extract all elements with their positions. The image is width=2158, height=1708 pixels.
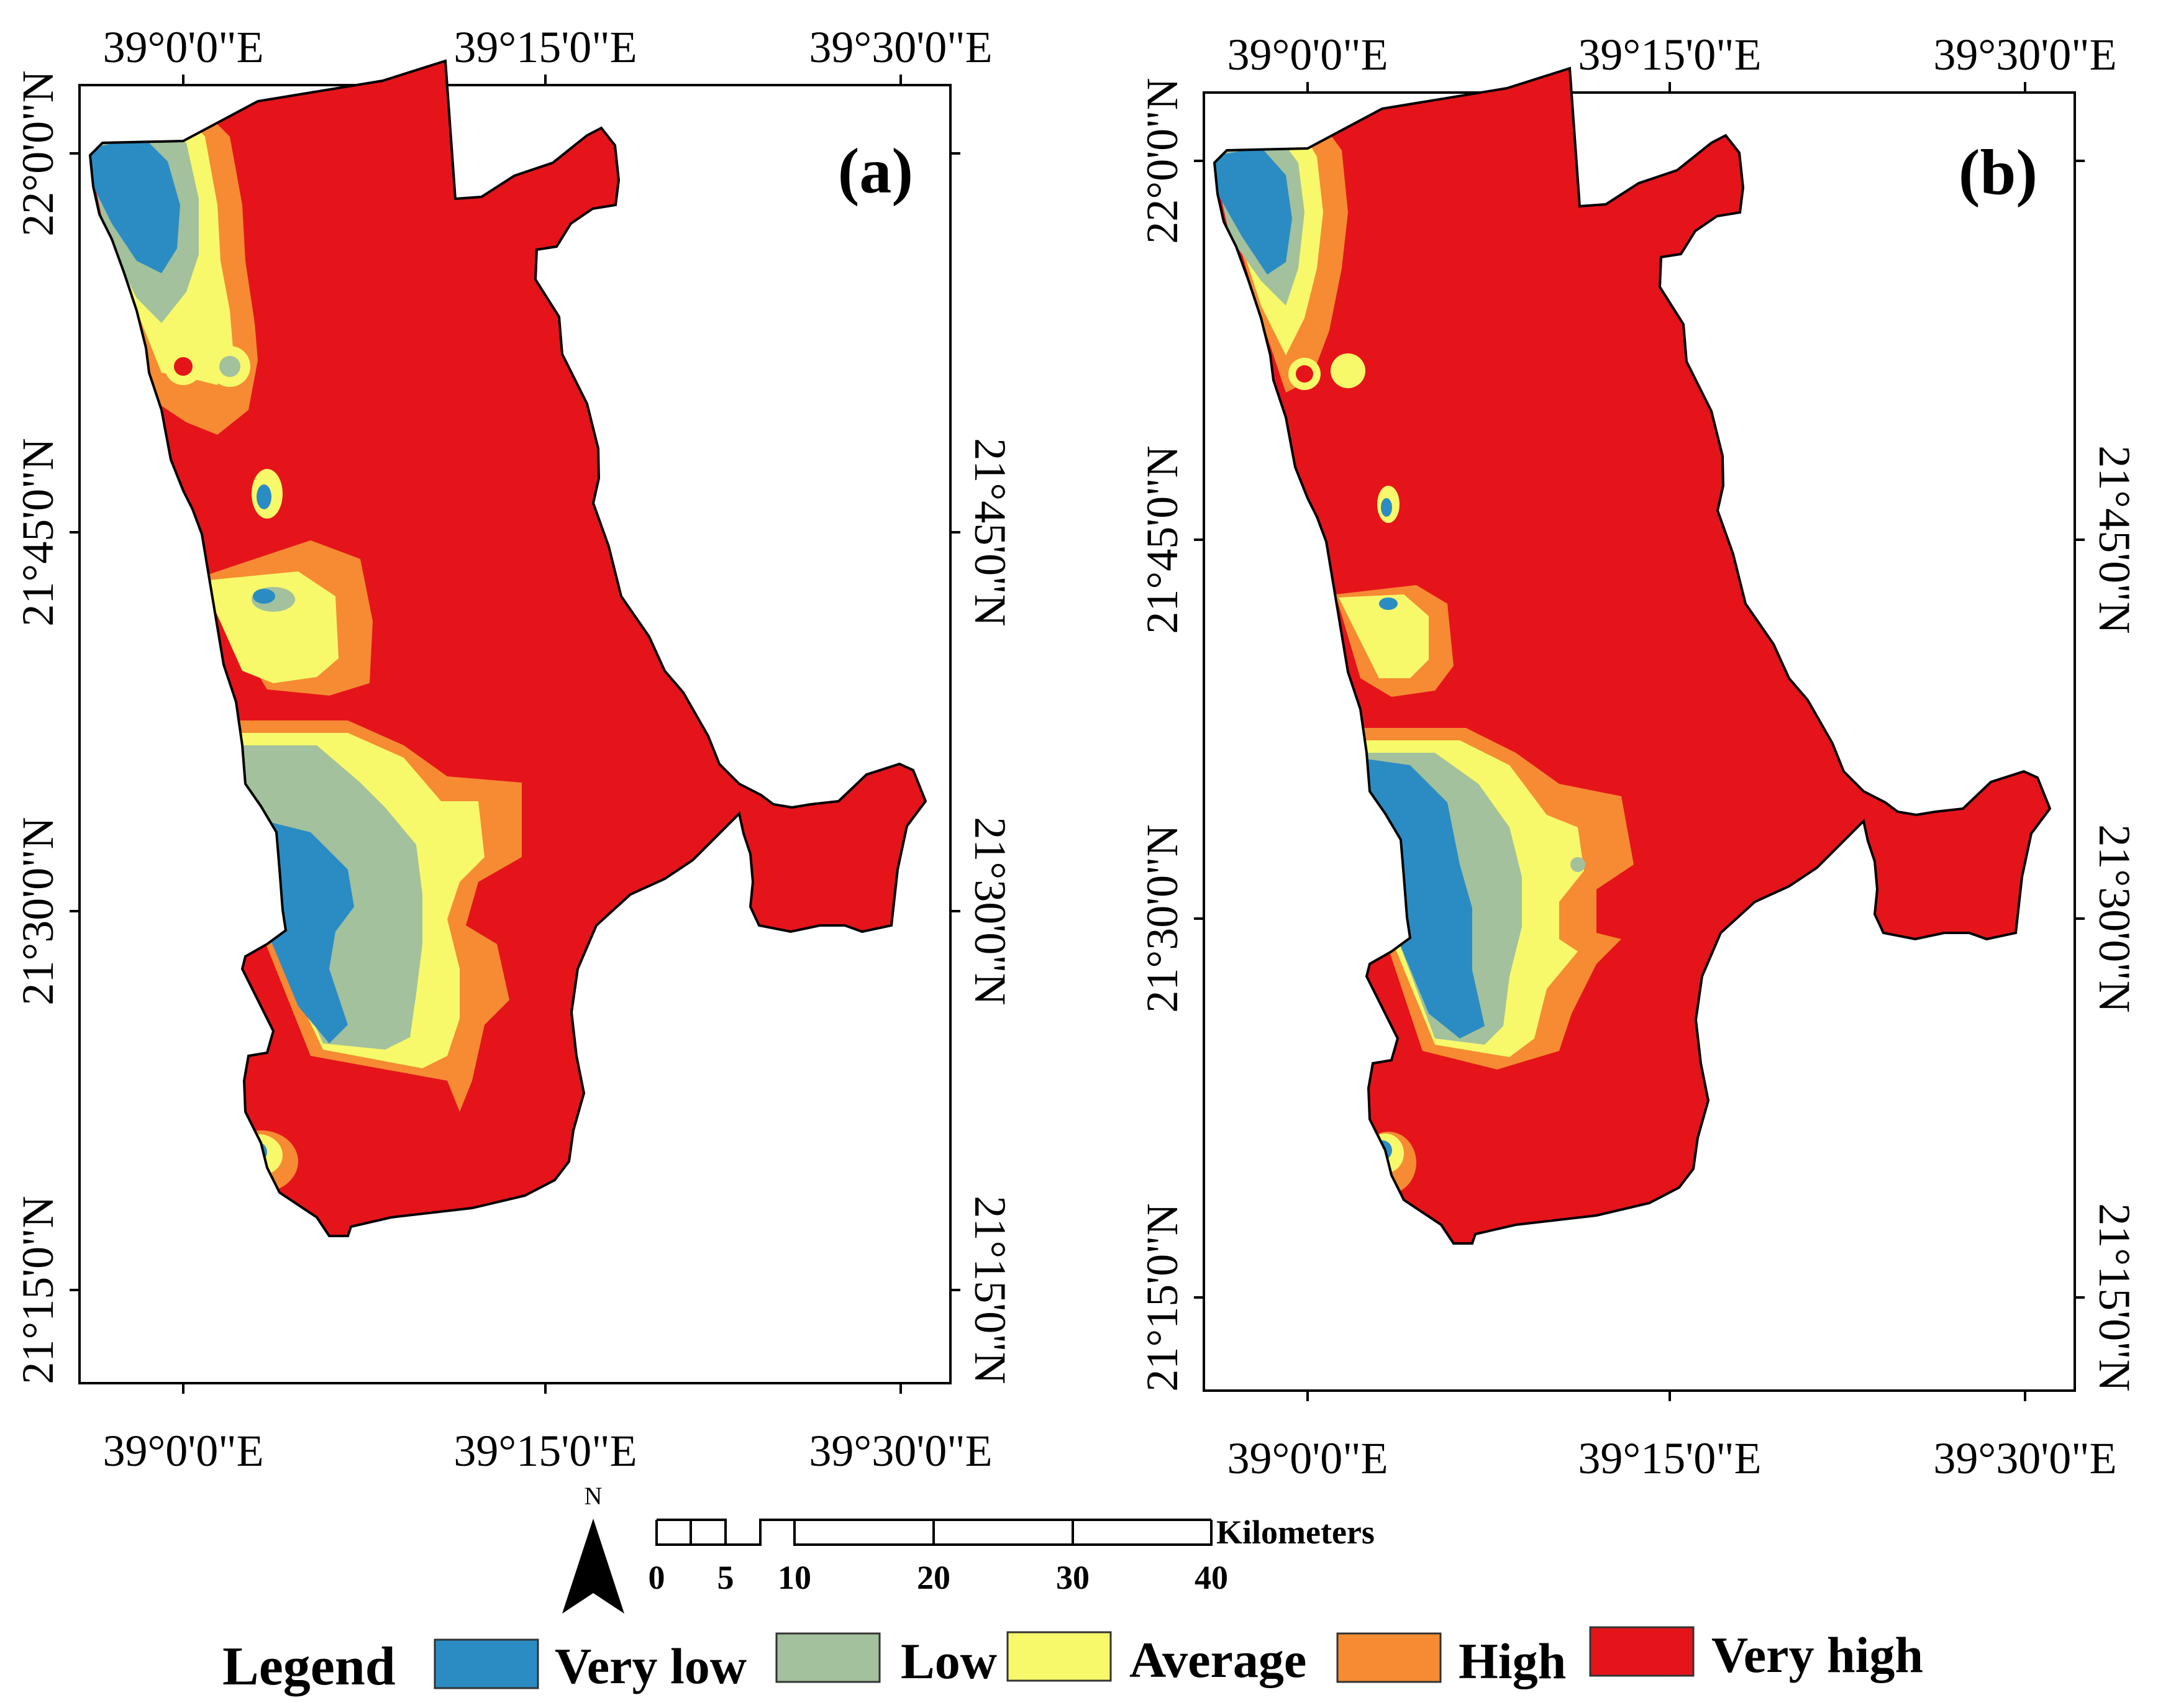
legend-swatch-very-low <box>434 1638 539 1689</box>
scale-unit: Kilometers <box>1216 1514 1375 1551</box>
zone-low <box>1570 857 1585 872</box>
panel-label: (b) <box>1959 137 2037 208</box>
panel-a: (a) 39°0'0"E 39°15'0"E 39°30'0"E 39°0'0"… <box>13 22 1015 1476</box>
zone-high <box>1800 1097 1828 1125</box>
zone-low <box>219 356 240 377</box>
legend-swatch-high <box>1336 1632 1442 1683</box>
left-tick-label: 22°0'0"N <box>1137 78 1187 243</box>
left-tick-label: 21°15'0"N <box>1137 1203 1187 1391</box>
top-tick-label: 39°0'0"E <box>102 22 263 72</box>
hazard-map <box>90 61 926 1236</box>
legend-label: Average <box>1129 1632 1306 1688</box>
scale-bar: Kilometers 0 5 10 20 30 40 <box>649 1514 1375 1596</box>
zone-average <box>1331 353 1365 388</box>
scale-tick-label: 20 <box>917 1559 950 1596</box>
right-tick-label: 21°30'0"N <box>965 817 1015 1005</box>
left-tick-label: 21°30'0"N <box>1137 824 1187 1012</box>
left-tick-label: 21°45'0"N <box>13 438 63 626</box>
zone-very-low <box>90 137 180 273</box>
north-label: N <box>585 1482 603 1510</box>
frame-ticks <box>70 75 960 1394</box>
bottom-tick-label: 39°30'0"E <box>1933 1433 2116 1483</box>
bottom-tick-label: 39°0'0"E <box>102 1426 263 1476</box>
zone-average <box>233 1134 283 1176</box>
top-tick-label: 39°30'0"E <box>1933 30 2116 79</box>
legend-label: Very high <box>1711 1627 1923 1683</box>
right-tick-label: 21°45'0"N <box>2090 445 2139 634</box>
scale-tick-label: 40 <box>1195 1559 1228 1596</box>
zone-average <box>202 571 339 683</box>
left-tick-label: 21°45'0"N <box>1137 445 1187 634</box>
bottom-tick-label: 39°15'0"E <box>1578 1433 1761 1483</box>
top-tick-label: 39°15'0"E <box>453 22 637 72</box>
legend-swatch-low <box>775 1632 881 1683</box>
top-tick-label: 39°30'0"E <box>809 22 992 72</box>
bottom-tick-label: 39°0'0"E <box>1227 1433 1388 1483</box>
right-tick-label: 21°30'0"N <box>2090 824 2139 1012</box>
legend-title: Legend <box>222 1637 396 1697</box>
legend: Legend Very low Low Average High Very hi… <box>222 1626 1923 1697</box>
hazard-map <box>1214 68 2050 1243</box>
scale-tick-label: 30 <box>1056 1559 1090 1596</box>
scale-tick-label: 5 <box>717 1559 734 1596</box>
zone-very-low <box>1214 147 1292 275</box>
legend-label: High <box>1459 1633 1566 1689</box>
scale-tick-label: 10 <box>778 1559 811 1596</box>
legend-label: Very low <box>555 1638 747 1694</box>
map-frame <box>1203 91 2076 1392</box>
left-tick-label: 21°15'0"N <box>13 1196 63 1384</box>
zone-very-low <box>257 484 271 509</box>
legend-swatch-very-high <box>1589 1626 1695 1677</box>
bottom-tick-label: 39°30'0"E <box>809 1426 992 1476</box>
map-frame <box>78 84 952 1384</box>
panel-label: (a) <box>838 135 913 207</box>
north-arrow-icon <box>562 1519 624 1614</box>
bottom-tick-label: 39°15'0"E <box>453 1426 637 1476</box>
zone-very-low <box>1381 498 1392 517</box>
left-tick-label: 22°0'0"N <box>13 70 63 236</box>
panel-b: (b) 39°0'0"E 39°15'0"E 39°30'0"E 39°0'0"… <box>1137 30 2139 1483</box>
zone-very-high <box>174 357 193 376</box>
zone-very-low <box>253 589 275 604</box>
coastal-hatching <box>905 1011 926 1051</box>
frame-ticks <box>1194 82 2085 1401</box>
zone-very-low <box>1379 597 1398 610</box>
legend-label: Low <box>901 1633 997 1689</box>
north-arrow: N <box>562 1482 624 1614</box>
zone-very-low <box>1367 759 1485 1038</box>
right-tick-label: 21°45'0"N <box>965 438 1015 626</box>
zone-very-high <box>1296 365 1313 383</box>
zone-average <box>1339 594 1429 678</box>
top-tick-label: 39°15'0"E <box>1578 30 1761 79</box>
left-tick-label: 21°30'0"N <box>13 817 63 1005</box>
top-tick-label: 39°0'0"E <box>1227 30 1388 79</box>
coastal-hatching <box>2031 1022 2051 1061</box>
right-tick-label: 21°15'0"N <box>2090 1203 2139 1391</box>
scale-tick-label: 0 <box>649 1559 665 1596</box>
right-tick-label: 21°15'0"N <box>965 1196 1015 1384</box>
legend-swatch-average <box>1006 1631 1112 1682</box>
